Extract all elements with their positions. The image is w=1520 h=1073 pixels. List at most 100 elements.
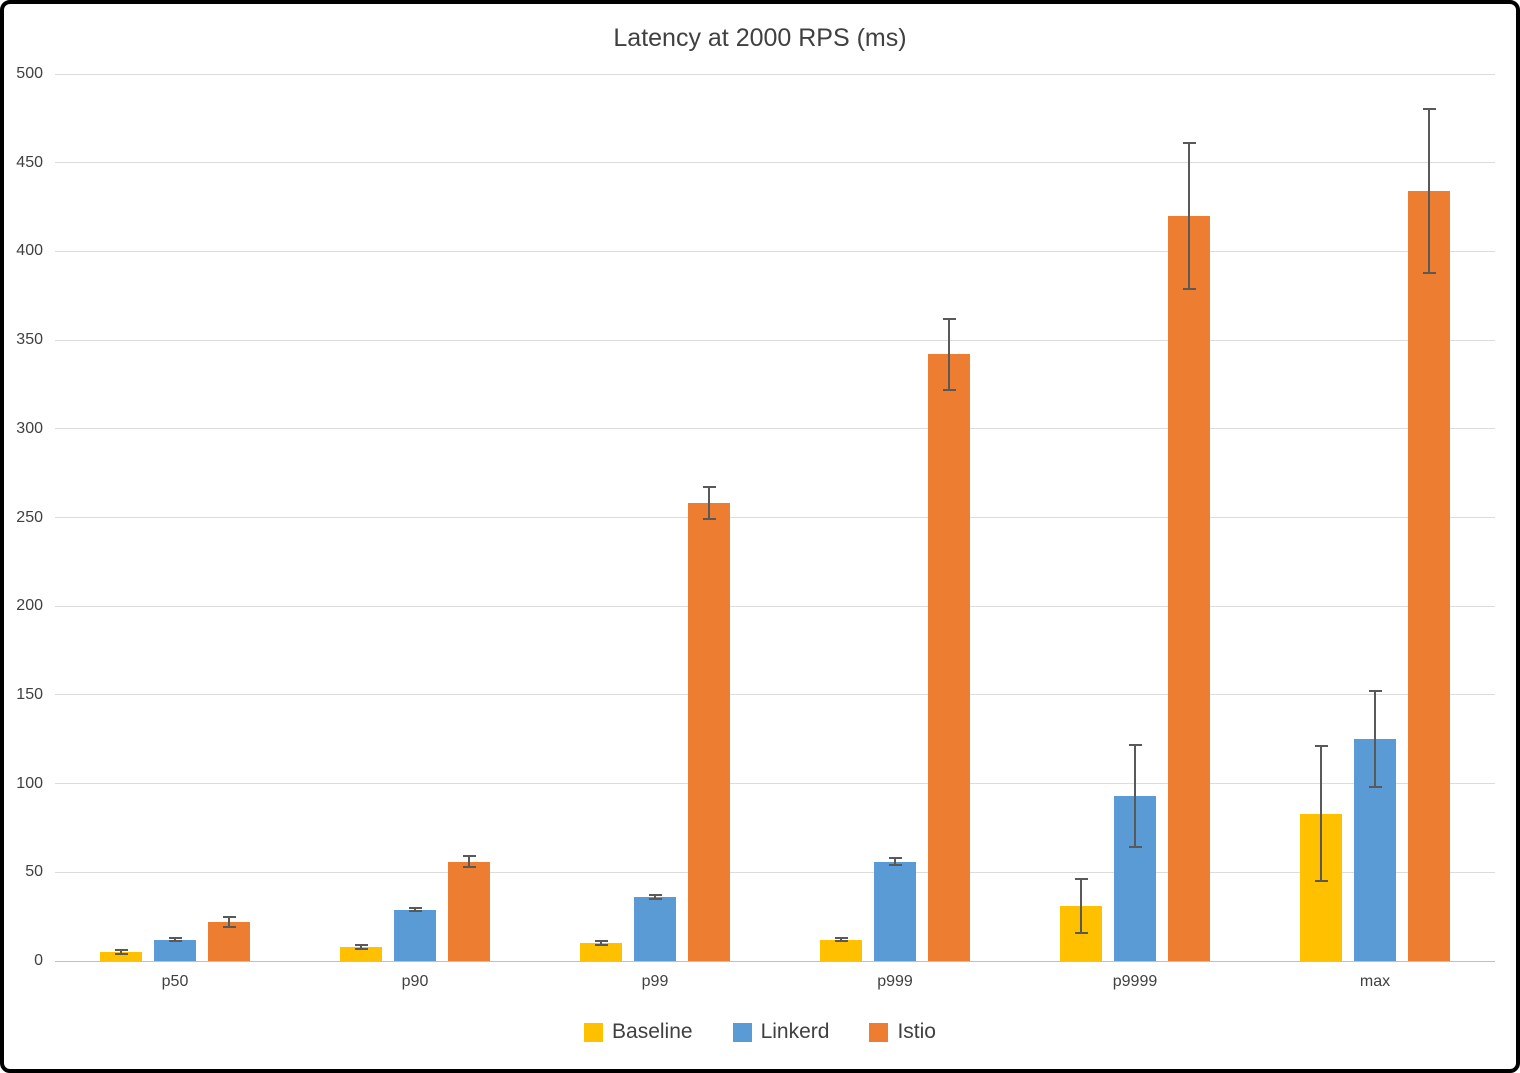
error-cap-top-istio-p90 <box>462 855 476 858</box>
error-cap-bottom-istio-p50 <box>222 926 236 929</box>
y-tick-label-350: 350 <box>16 331 43 349</box>
gridline-200 <box>55 605 1495 607</box>
y-tick-label-450: 450 <box>16 153 43 171</box>
error-cap-top-linkerd-p90 <box>408 906 422 909</box>
error-cap-bottom-baseline-p90 <box>354 947 368 950</box>
y-tick-label-200: 200 <box>16 597 43 615</box>
bar-baseline-p99 <box>580 943 622 961</box>
error-cap-top-baseline-p9999 <box>1074 878 1088 881</box>
gridline-400 <box>55 250 1495 252</box>
error-cap-bottom-baseline-max <box>1314 880 1328 883</box>
error-cap-bottom-linkerd-p90 <box>408 910 422 913</box>
error-bar-baseline-p999 <box>840 937 842 942</box>
legend-item-baseline: Baseline <box>584 1020 693 1044</box>
error-bar-linkerd-p999 <box>894 858 896 866</box>
x-label-p99: p99 <box>641 973 669 990</box>
legend-swatch-linkerd <box>732 1022 752 1042</box>
error-cap-bottom-baseline-p99 <box>594 944 608 947</box>
error-cap-bottom-istio-p9999 <box>1182 287 1196 290</box>
bar-istio-p99 <box>688 503 730 961</box>
bar-baseline-p50 <box>100 952 142 961</box>
error-cap-bottom-baseline-p9999 <box>1074 931 1088 934</box>
gridline-50 <box>55 871 1495 873</box>
error-cap-bottom-istio-p999 <box>942 388 956 391</box>
error-cap-top-baseline-max <box>1314 745 1328 748</box>
bar-istio-p9999 <box>1168 215 1210 961</box>
y-tick-label-50: 50 <box>25 863 43 881</box>
error-bar-baseline-p50 <box>120 950 122 954</box>
x-label-p999: p999 <box>877 973 913 990</box>
bar-istio-max <box>1408 191 1450 961</box>
bar-linkerd-p99 <box>634 897 676 961</box>
bar-linkerd-p999 <box>874 861 916 961</box>
error-bar-istio-max <box>1428 109 1430 273</box>
legend-swatch-istio <box>869 1022 889 1042</box>
error-bar-linkerd-max <box>1374 691 1376 788</box>
error-bar-linkerd-p9999 <box>1134 744 1136 848</box>
error-bar-baseline-max <box>1320 746 1322 882</box>
error-cap-bottom-istio-p99 <box>702 518 716 521</box>
error-cap-bottom-istio-max <box>1422 271 1436 274</box>
legend-item-linkerd: Linkerd <box>732 1020 830 1044</box>
error-bar-linkerd-p99 <box>654 895 656 899</box>
y-tick-label-400: 400 <box>16 242 43 260</box>
legend-label-linkerd: Linkerd <box>760 1020 830 1043</box>
bar-baseline-p999 <box>820 939 862 961</box>
gridline-100 <box>55 783 1495 785</box>
error-cap-bottom-linkerd-p50 <box>168 940 182 943</box>
error-cap-top-istio-p99 <box>702 486 716 489</box>
error-bar-baseline-p90 <box>360 945 362 949</box>
error-cap-bottom-linkerd-p99 <box>648 897 662 900</box>
gridline-150 <box>55 694 1495 696</box>
error-cap-bottom-linkerd-max <box>1368 786 1382 789</box>
error-cap-bottom-baseline-p999 <box>834 940 848 943</box>
gridline-300 <box>55 428 1495 430</box>
error-bar-istio-p999 <box>948 318 950 390</box>
bar-baseline-p90 <box>340 946 382 961</box>
error-cap-top-linkerd-p50 <box>168 936 182 939</box>
y-tick-label-100: 100 <box>16 774 43 792</box>
error-bar-linkerd-p90 <box>414 907 416 912</box>
error-cap-top-istio-p50 <box>222 915 236 918</box>
error-cap-top-linkerd-p999 <box>888 857 902 860</box>
gridline-450 <box>55 162 1495 164</box>
x-label-max: max <box>1359 973 1391 990</box>
legend: Baseline Linkerd Istio <box>4 1020 1516 1044</box>
bar-istio-p90 <box>448 861 490 961</box>
y-tick-label-300: 300 <box>16 419 43 437</box>
chart-title: Latency at 2000 RPS (ms) <box>613 24 907 52</box>
legend-label-istio: Istio <box>897 1020 936 1043</box>
error-bar-linkerd-p50 <box>174 937 176 942</box>
error-bar-istio-p90 <box>468 856 470 867</box>
error-cap-top-baseline-p90 <box>354 944 368 947</box>
y-tick-label-500: 500 <box>16 65 43 82</box>
bar-linkerd-p90 <box>394 909 436 961</box>
x-label-p9999: p9999 <box>1112 973 1158 990</box>
bar-istio-p50 <box>208 921 250 961</box>
error-bar-baseline-p9999 <box>1080 879 1082 933</box>
x-label-p50: p50 <box>161 973 189 990</box>
y-tick-label-0: 0 <box>34 952 43 969</box>
error-cap-top-istio-max <box>1422 108 1436 111</box>
legend-item-istio: Istio <box>869 1020 936 1044</box>
x-label-p90: p90 <box>401 973 429 990</box>
error-cap-bottom-istio-p90 <box>462 865 476 868</box>
error-cap-top-linkerd-max <box>1368 690 1382 693</box>
x-axis-line <box>55 960 1495 962</box>
bar-linkerd-p50 <box>154 939 196 961</box>
error-bar-istio-p99 <box>708 487 710 520</box>
gridline-350 <box>55 339 1495 341</box>
error-cap-top-baseline-p99 <box>594 940 608 943</box>
error-cap-top-linkerd-p9999 <box>1128 743 1142 746</box>
error-cap-bottom-baseline-p50 <box>114 952 128 955</box>
error-cap-bottom-linkerd-p999 <box>888 864 902 867</box>
error-cap-bottom-linkerd-p9999 <box>1128 846 1142 849</box>
y-tick-label-150: 150 <box>16 685 43 703</box>
legend-swatch-baseline <box>584 1022 604 1042</box>
legend-label-baseline: Baseline <box>612 1020 693 1043</box>
error-cap-top-linkerd-p99 <box>648 894 662 897</box>
error-bar-istio-p9999 <box>1188 143 1190 289</box>
bar-istio-p999 <box>928 354 970 961</box>
gridline-250 <box>55 517 1495 518</box>
